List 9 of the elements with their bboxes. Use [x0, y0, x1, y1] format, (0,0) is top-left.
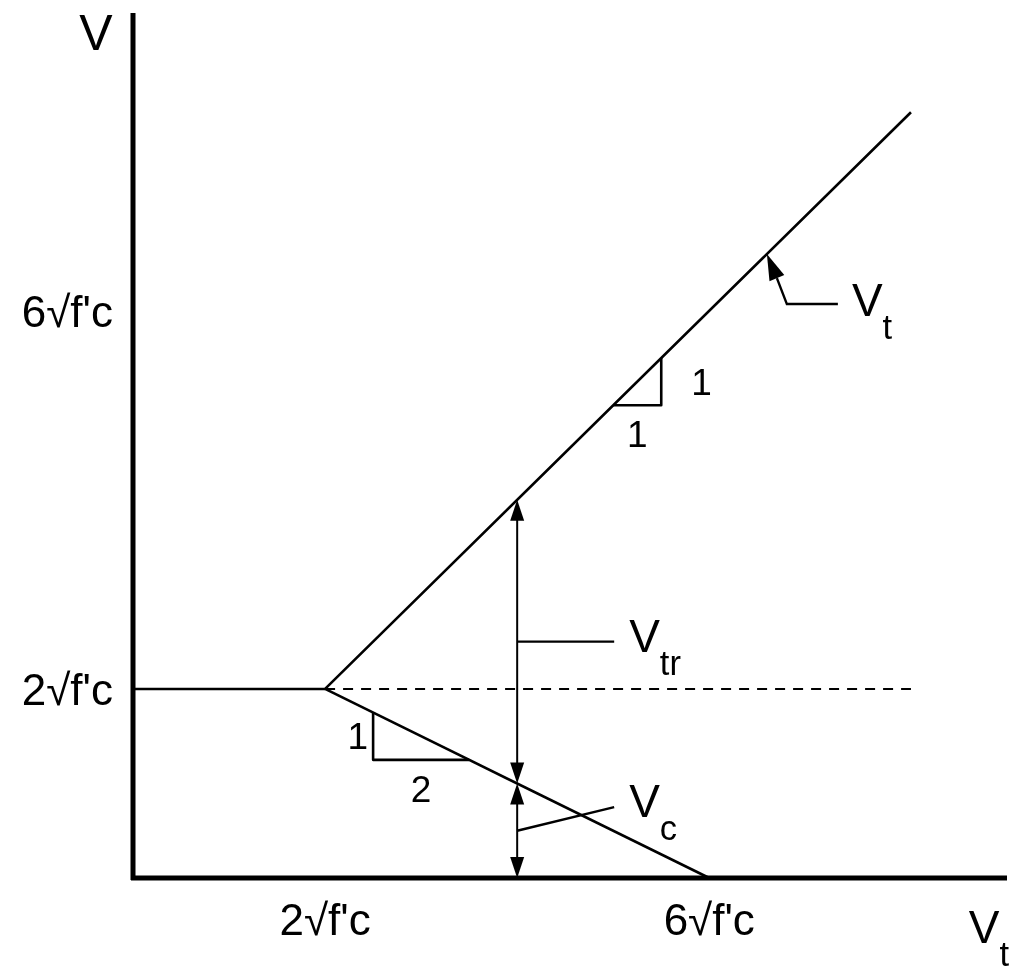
annotation: V$_{tr}$: [629, 609, 681, 682]
annotation: V$_{t}$: [851, 274, 893, 347]
x-axis-title: V$_{t}$: [968, 901, 1010, 973]
annotation: 2: [410, 768, 432, 810]
annotation: 1: [626, 414, 648, 456]
annotation: 1: [691, 361, 712, 403]
annotation: 1: [347, 716, 369, 758]
y-axis-title: V: [79, 5, 114, 61]
annotation: V$_{c}$: [629, 775, 678, 848]
